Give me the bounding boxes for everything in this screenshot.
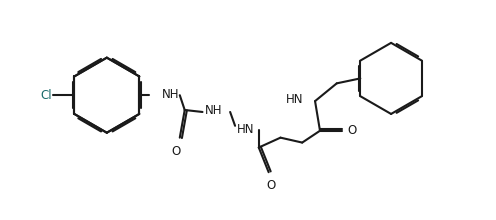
Text: O: O	[171, 145, 181, 158]
Text: O: O	[266, 179, 275, 192]
Text: HN: HN	[237, 123, 254, 136]
Text: O: O	[348, 124, 357, 137]
Text: NH: NH	[162, 88, 180, 101]
Text: NH: NH	[204, 104, 222, 117]
Text: Cl: Cl	[40, 89, 52, 102]
Text: HN: HN	[286, 93, 303, 106]
